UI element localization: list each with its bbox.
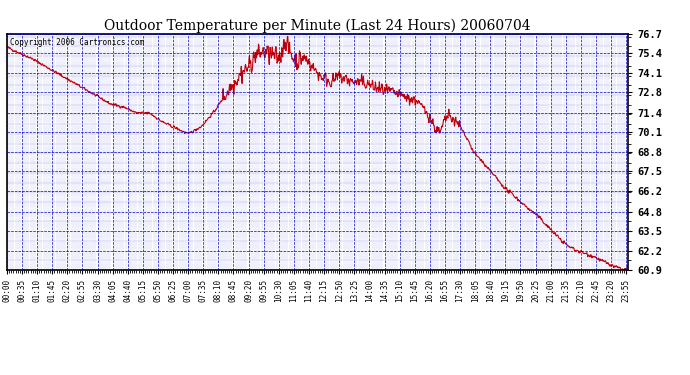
Title: Outdoor Temperature per Minute (Last 24 Hours) 20060704: Outdoor Temperature per Minute (Last 24 …	[104, 18, 531, 33]
Text: Copyright 2006 Cartronics.com: Copyright 2006 Cartronics.com	[10, 39, 144, 48]
